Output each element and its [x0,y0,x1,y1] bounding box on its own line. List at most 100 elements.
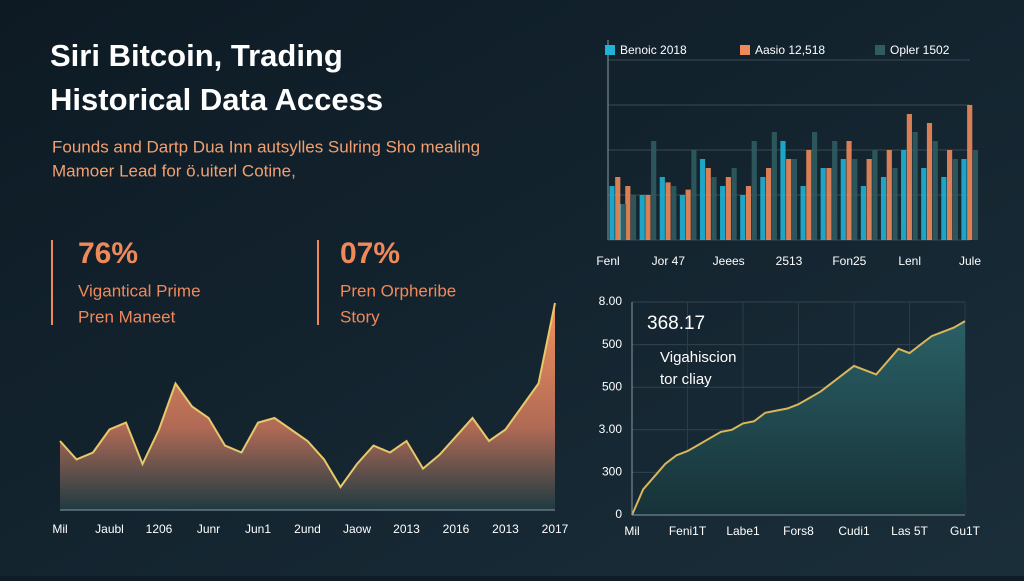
legend-swatch [740,45,750,55]
x-tick-label: 2017 [542,522,569,536]
x-tick-label: Fors8 [783,524,814,538]
x-tick-label: Feni1T [669,524,707,538]
bar [671,186,677,240]
bar [609,186,615,240]
y-tick-label: 3.00 [599,422,623,436]
bar [947,150,953,240]
bar [711,177,717,240]
legend-swatch [875,45,885,55]
bar [806,150,812,240]
bar [906,114,912,240]
legend-label: Aasio 12,518 [755,43,825,57]
bar [725,177,731,240]
stat-value: 07% [340,237,400,270]
y-tick-label: 0 [615,507,622,521]
bar [745,186,752,240]
subtitle: Founds and Dartp Dua Inn autsylles Sulri… [52,137,480,156]
bar [852,159,858,240]
x-tick-label: Mil [624,524,639,538]
bar [926,123,933,240]
line [59,302,556,489]
bar [892,168,898,240]
bar [912,132,918,240]
bar [886,150,892,240]
bar [791,159,798,240]
x-tick-label: Jeees [713,254,745,268]
bar [766,168,772,240]
bar [630,195,637,240]
bar [811,132,818,240]
bar [932,141,938,240]
bar [952,159,958,240]
stat-value: 76% [78,237,138,270]
bar [921,168,927,240]
annotation: tor cliay [660,371,712,388]
stat-label: Pren Orpheribe [340,281,456,300]
line [631,320,966,516]
legend-label: Benoic 2018 [620,43,687,57]
y-tick-label: 500 [602,337,622,351]
bar [860,186,866,240]
bar [625,186,631,240]
stat-label: Pren Maneet [78,307,176,326]
bar [866,159,872,240]
bar [651,141,657,240]
x-tick-label: 2013 [393,522,420,536]
annotation: 368.17 [647,313,705,334]
x-tick-label: Fenl [596,254,619,268]
x-tick-label: Jaubl [95,522,124,536]
legend-swatch [605,45,615,55]
bar [826,168,832,240]
y-tick-label: 8.00 [599,294,623,308]
bar [659,177,665,240]
bar [820,168,826,240]
x-tick-label: Jule [959,254,981,268]
x-tick-label: Labe1 [726,524,760,538]
x-tick-label: Jor 47 [652,254,686,268]
bar [740,195,746,240]
bar [941,177,947,240]
bar [720,186,726,240]
bar [699,159,706,240]
bar [786,159,792,240]
bar [967,105,973,240]
bar [780,141,786,240]
x-tick-label: 2016 [443,522,470,536]
bar [972,150,979,240]
x-tick-label: Lenl [898,254,921,268]
bar [639,195,645,240]
bar [961,159,967,240]
bar [872,150,878,240]
bar [846,141,852,240]
x-tick-label: Cudi1 [838,524,870,538]
bar [751,141,757,240]
bar [705,168,711,240]
x-tick-label: Fon25 [832,254,866,268]
stat-label: Story [340,307,380,326]
legend-label: Opler 1502 [890,43,950,57]
bar [615,177,621,240]
bar [665,182,671,240]
x-tick-label: Jaow [343,522,371,536]
y-tick-label: 300 [602,465,622,479]
bar [679,195,685,240]
bar [832,141,838,240]
title: Siri Bitcoin, Trading [50,38,343,73]
bar [760,177,766,240]
x-tick-label: Gu1T [950,524,981,538]
x-tick-label: Junr [197,522,220,536]
subtitle: Mamoer Lead for ö.uiterl Cotine, [52,161,296,180]
bar [620,204,627,240]
x-tick-label: 1206 [146,522,173,536]
x-tick-label: Las 5T [891,524,928,538]
title: Historical Data Access [50,82,383,117]
bar [800,186,806,240]
annotation: Vigahiscion [660,349,736,366]
y-tick-label: 500 [602,379,622,393]
bar [840,159,846,240]
bar [645,195,651,240]
bar [901,150,907,240]
x-tick-label: Jun1 [245,522,271,536]
